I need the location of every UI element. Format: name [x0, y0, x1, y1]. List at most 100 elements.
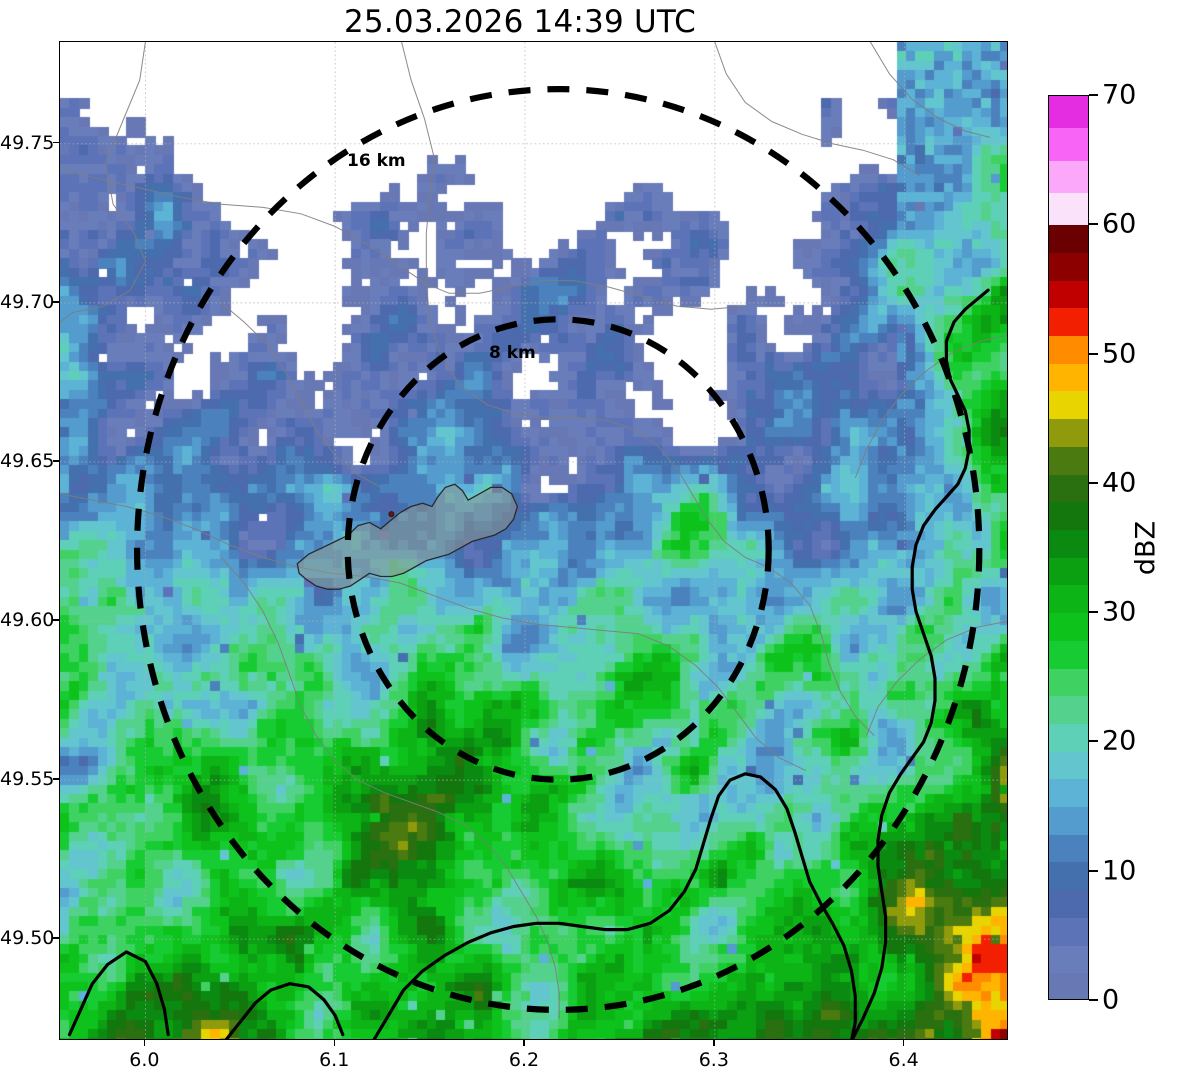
colorbar-tick-label: 0	[1102, 984, 1120, 1016]
colorbar-tick-label: 60	[1102, 208, 1137, 240]
y-tickmark	[53, 460, 59, 462]
x-tick-label: 6.3	[698, 1049, 729, 1071]
colorbar-band	[1049, 529, 1088, 558]
regional-border	[401, 42, 435, 284]
national-border	[372, 772, 857, 1039]
colorbar-tick-label: 30	[1102, 596, 1137, 628]
colorbar-band	[1049, 585, 1088, 614]
city-marker	[388, 511, 395, 518]
colorbar-band	[1049, 502, 1088, 530]
colorbar-band	[1049, 917, 1088, 946]
regional-border	[866, 620, 1007, 736]
colorbar-title: dBZ	[1130, 520, 1162, 576]
colorbar-tickmark	[1089, 352, 1098, 355]
colorbar-band	[1049, 419, 1088, 447]
x-tickmark	[713, 1040, 715, 1046]
regional-border	[425, 283, 609, 422]
y-tick-label: 49.75	[0, 131, 55, 154]
y-tick-label: 49.50	[0, 927, 55, 950]
regional-border	[365, 576, 639, 635]
colorbar-band	[1049, 280, 1088, 309]
y-tickmark	[53, 937, 59, 939]
colorbar-tickmark	[1089, 94, 1098, 96]
colorbar-band	[1049, 308, 1088, 337]
regional-border	[638, 633, 807, 772]
radar-map-axes[interactable]	[59, 41, 1008, 1040]
colorbar-tickmark	[1089, 481, 1098, 484]
y-tick-label: 49.60	[0, 609, 55, 632]
colorbar-band	[1049, 474, 1088, 503]
colorbar-band	[1049, 160, 1088, 193]
colorbar-band	[1049, 446, 1088, 475]
colorbar-band	[1049, 779, 1088, 808]
regional-border	[426, 280, 746, 310]
colorbar-band	[1049, 363, 1088, 392]
range-ring-label: 8 km	[489, 343, 536, 363]
regional-border	[60, 168, 427, 285]
national-border	[850, 288, 990, 1039]
colorbar-tick-label: 40	[1102, 467, 1137, 499]
page-title: 25.03.2026 14:39 UTC	[344, 4, 696, 40]
colorbar-tick-label: 50	[1102, 338, 1137, 370]
colorbar-band	[1049, 613, 1088, 641]
x-tick-label: 6.1	[319, 1049, 350, 1071]
range-ring	[134, 86, 983, 1013]
colorbar-band	[1049, 945, 1088, 974]
colorbar-tickmark	[1089, 611, 1098, 614]
colorbar-band	[1049, 751, 1088, 780]
regional-border	[334, 760, 522, 892]
colorbar-band	[1049, 252, 1088, 281]
colorbar-band	[1049, 807, 1088, 835]
colorbar-tickmark	[1089, 740, 1098, 743]
national-border	[224, 982, 345, 1039]
colorbar-band	[1049, 890, 1088, 918]
colorbar-band	[1049, 862, 1088, 891]
map-vector-overlay	[60, 42, 1007, 1039]
colorbar-tick-label: 10	[1102, 855, 1137, 887]
y-tickmark	[53, 778, 59, 780]
colorbar-tickmark	[1089, 223, 1098, 226]
x-tick-label: 6.0	[129, 1049, 160, 1071]
range-ring-label: 16 km	[347, 151, 406, 171]
colorbar-band	[1049, 225, 1088, 253]
city-polygon	[296, 483, 519, 590]
regional-border	[767, 566, 875, 736]
colorbar-tickmark	[1089, 869, 1098, 872]
colorbar-band	[1049, 96, 1088, 129]
colorbar-tick-label: 70	[1102, 79, 1137, 111]
colorbar-band	[1049, 336, 1088, 364]
y-tick-label: 49.70	[0, 290, 55, 313]
regional-border	[869, 42, 991, 138]
colorbar-band	[1049, 668, 1088, 697]
y-tickmark	[53, 142, 59, 144]
x-tickmark	[902, 1040, 905, 1046]
colorbar-band	[1049, 834, 1088, 863]
y-tick-label: 49.65	[0, 449, 55, 472]
regional-border	[220, 557, 336, 762]
colorbar-band	[1049, 723, 1088, 752]
x-tickmark	[523, 1040, 525, 1046]
range-ring	[344, 316, 772, 783]
regional-border	[854, 334, 1007, 479]
colorbar-band	[1049, 640, 1088, 669]
national-border	[67, 950, 170, 1037]
colorbar-tick-label: 20	[1102, 725, 1137, 757]
regional-border	[220, 302, 382, 488]
regional-border	[608, 420, 769, 568]
x-tick-label: 6.2	[508, 1049, 540, 1071]
y-tick-label: 49.55	[0, 768, 55, 791]
regional-border	[714, 42, 921, 177]
x-tickmark	[143, 1040, 146, 1046]
radar-reflectivity-layer	[60, 42, 1007, 1039]
colorbar-band	[1049, 557, 1088, 586]
colorbar[interactable]	[1048, 95, 1089, 1000]
colorbar-band	[1049, 391, 1088, 420]
colorbar-band	[1049, 192, 1088, 226]
regional-border	[60, 42, 146, 323]
y-tickmark	[53, 619, 59, 621]
x-tick-label: 6.4	[888, 1049, 919, 1071]
y-tickmark	[53, 301, 59, 303]
regional-border	[520, 891, 560, 1019]
colorbar-band	[1049, 973, 1088, 999]
colorbar-tickmark	[1089, 999, 1098, 1001]
